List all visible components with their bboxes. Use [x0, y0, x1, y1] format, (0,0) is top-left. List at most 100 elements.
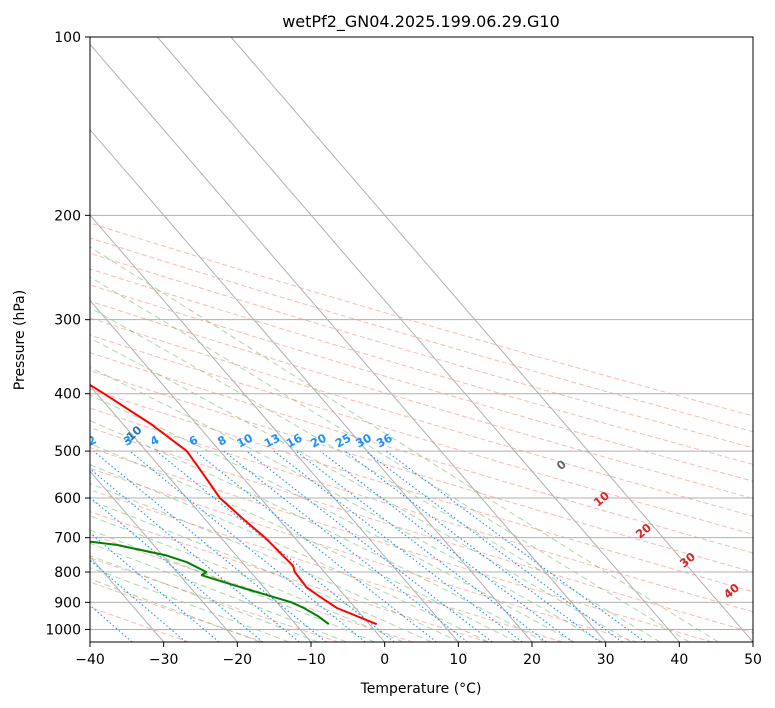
dry-adiabat-label: 10 [591, 488, 612, 509]
zero-isotherm-label: 0 [554, 457, 569, 473]
moist-adiabat [90, 499, 432, 642]
moist-adiabat [90, 482, 460, 642]
grid-layer [90, 37, 753, 642]
mixing-ratio-line [319, 450, 574, 642]
x-tick-label: −40 [75, 652, 105, 668]
moist-adiabat [90, 529, 375, 642]
moist-adiabat [90, 464, 489, 642]
x-tick-label: −20 [223, 652, 253, 668]
dry-adiabat [90, 300, 753, 500]
moist-adiabat [90, 246, 719, 642]
y-tick-label: 1000 [45, 622, 81, 638]
mixing-ratio-line [90, 532, 220, 642]
dry-adiabat [90, 447, 712, 642]
mixing-ratio-line [385, 450, 646, 642]
mixing-ratio-line [93, 450, 327, 642]
mixing-ratio-line [129, 450, 366, 642]
mixing-ratio-line [295, 450, 547, 642]
dry-adiabat [90, 370, 753, 573]
dry-adiabat [90, 268, 753, 465]
reference-labels: 0.10.20.40.611.52346810131620253036-100-… [0, 391, 742, 602]
isotherm-line [90, 214, 459, 642]
isotherm-line [90, 43, 607, 642]
moist-adiabat [90, 394, 574, 642]
y-tick-label: 800 [54, 565, 81, 581]
y-tick-label: 400 [54, 387, 81, 403]
mixing-ratio-label: 36 [374, 431, 395, 451]
mixing-ratio-label: 1 [26, 433, 40, 449]
dry-adiabat [90, 237, 753, 433]
mixing-ratio-label: 13 [262, 431, 283, 451]
axis-ticks: −40 −30 −20 −10 0 10 20 30 40 5010020030040050060… [45, 30, 762, 668]
y-tick-label: 100 [54, 30, 81, 46]
moist-adiabat [90, 367, 603, 642]
mixing-ratio-label: 2 [85, 432, 99, 448]
x-axis-label: Temperature (°C) [360, 681, 482, 697]
isotherm-line [230, 37, 753, 642]
moist-adiabat [90, 307, 661, 642]
moist-adiabat [90, 578, 261, 642]
dry-adiabat [90, 427, 753, 634]
dry-adiabat [90, 317, 753, 517]
x-tick-label: 40 [670, 652, 688, 668]
data-layer [90, 383, 378, 626]
y-tick-label: 600 [54, 491, 81, 507]
y-tick-label: 700 [54, 531, 81, 547]
x-tick-label: 50 [744, 652, 762, 668]
dry-adiabat [90, 467, 638, 642]
dry-adiabat [90, 388, 753, 593]
plot-frame [89, 36, 754, 643]
moist-adiabat [90, 420, 546, 642]
dry-adiabat [90, 606, 189, 642]
chart-title: wetPf2_GN04.2025.199.06.29.G10 [282, 12, 560, 32]
mixing-ratio-label: 4 [148, 432, 162, 448]
mixing-ratio-line [156, 450, 395, 642]
isotherm-line [156, 37, 680, 642]
dry-adiabat [90, 511, 488, 642]
mixing-ratio-line [90, 468, 300, 642]
moist-adiabat [90, 542, 347, 642]
dewpoint-line [90, 540, 330, 625]
temperature-line [90, 383, 378, 626]
y-axis-label: Pressure (hPa) [12, 290, 28, 390]
x-tick-label: −30 [149, 652, 179, 668]
x-tick-label: 0 [380, 652, 389, 668]
isotherm-line [90, 385, 312, 642]
isotherm-line [90, 470, 238, 642]
isotherm-line [90, 299, 386, 642]
dry-adiabat [90, 581, 264, 642]
dry-adiabat [90, 252, 753, 449]
mixing-ratio-label: 16 [284, 431, 305, 451]
moist-adiabat [90, 443, 517, 642]
mixing-ratio-label: 10 [234, 431, 255, 451]
dry-adiabat [90, 222, 753, 417]
mixing-ratio-label: 8 [215, 432, 229, 448]
mixing-ratio-line [90, 496, 264, 642]
mixing-ratio-line [365, 450, 623, 642]
dry-adiabat [90, 352, 753, 554]
mixing-ratio-line [194, 450, 437, 642]
y-tick-label: 200 [54, 208, 81, 224]
mixing-ratio-line [273, 450, 523, 642]
dry-adiabat [90, 284, 753, 482]
mixing-ratio-label: 30 [353, 431, 374, 451]
dry-adiabat [90, 334, 753, 535]
mixing-ratio-label: 0.6 [0, 430, 5, 452]
isotherm-label: -20 [19, 391, 44, 415]
dry-adiabat-label: 30 [677, 549, 698, 570]
mixing-ratio-line [246, 450, 493, 642]
moist-adiabat [90, 337, 632, 642]
x-tick-label: −10 [296, 652, 326, 668]
y-tick-label: 900 [54, 595, 81, 611]
x-tick-label: 20 [523, 652, 541, 668]
x-tick-label: 30 [597, 652, 615, 668]
dry-adiabat [90, 407, 753, 613]
x-tick-label: 10 [449, 652, 467, 668]
mixing-ratio-line [90, 559, 187, 642]
mixing-ratio-label: 25 [333, 431, 354, 451]
isotherm-line [90, 128, 533, 642]
dry-adiabat [90, 533, 414, 642]
mixing-ratio-label: 20 [308, 431, 329, 451]
dry-adiabat [90, 557, 339, 642]
